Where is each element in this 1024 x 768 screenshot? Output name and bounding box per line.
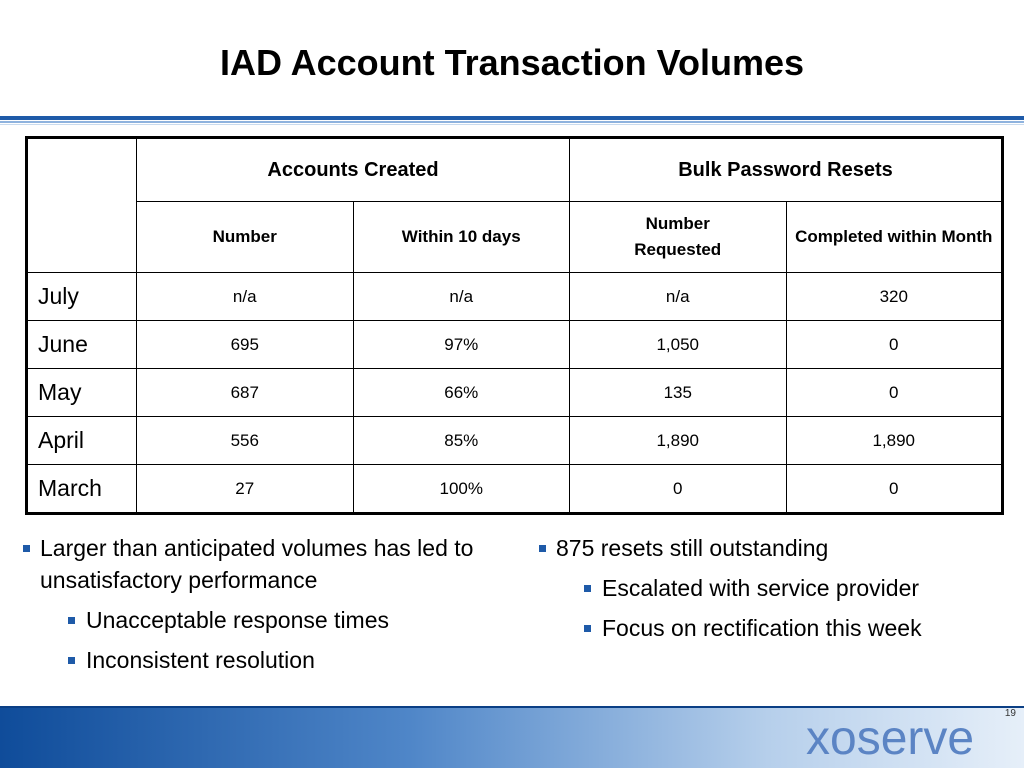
bullets-right: 875 resets still outstanding Escalated w… — [524, 532, 1024, 644]
slide-title: IAD Account Transaction Volumes — [219, 42, 805, 83]
table-cell: 0 — [785, 320, 1003, 369]
square-bullet-icon — [23, 545, 30, 552]
square-bullet-icon — [68, 657, 75, 664]
table-cell: 66% — [352, 368, 570, 417]
month-cell: April — [26, 416, 137, 465]
month-cell: July — [26, 272, 137, 321]
month-cell: June — [26, 320, 137, 369]
square-bullet-icon — [584, 585, 591, 592]
logo-text: xoserve — [806, 712, 974, 762]
group-header-row: Accounts Created Bulk Password Resets — [26, 137, 1003, 273]
sub-header-row: Number Within 10 days Number Requested C… — [27, 201, 1003, 273]
table-cell: n/a — [352, 272, 570, 321]
bullet-text: Inconsistent resolution — [86, 647, 315, 673]
table-row: May 687 66% 135 0 — [26, 368, 1003, 417]
table-row: July n/a n/a n/a 320 — [26, 272, 1003, 321]
sub-bullet-item: Escalated with service provider — [524, 572, 1024, 604]
table-cell: 1,890 — [569, 416, 787, 465]
table-cell: 1,890 — [785, 416, 1003, 465]
footer-band — [0, 706, 1024, 768]
table-cell: 97% — [352, 320, 570, 369]
table-cell: 135 — [569, 368, 787, 417]
bullets-left: Larger than anticipated volumes has led … — [8, 532, 518, 676]
table-cell: n/a — [136, 272, 354, 321]
header-number-requested: Number Requested — [569, 201, 787, 273]
xoserve-logo: xoserve — [806, 712, 974, 762]
bullet-text: Unacceptable response times — [86, 607, 389, 633]
table-cell: 0 — [569, 464, 787, 514]
table-row: April 556 85% 1,890 1,890 — [26, 416, 1003, 465]
bullet-text: Larger than anticipated volumes has led … — [40, 535, 474, 593]
table-cell: 687 — [136, 368, 354, 417]
table-cell: 1,050 — [569, 320, 787, 369]
header-rule — [0, 116, 1024, 128]
table-cell: 27 — [136, 464, 354, 514]
table-row: June 695 97% 1,050 0 — [26, 320, 1003, 369]
square-bullet-icon — [539, 545, 546, 552]
bullet-item: 875 resets still outstanding — [524, 532, 1024, 564]
table-cell: 0 — [785, 464, 1003, 514]
bullet-text: 875 resets still outstanding — [556, 535, 829, 561]
header-within-10-days: Within 10 days — [352, 201, 570, 273]
sub-bullet-item: Inconsistent resolution — [8, 644, 518, 676]
table-cell: 556 — [136, 416, 354, 465]
square-bullet-icon — [584, 625, 591, 632]
header-completed-within-month: Completed within Month — [785, 201, 1003, 273]
header-number-requested-label: Number Requested — [634, 214, 722, 259]
bullet-item: Larger than anticipated volumes has led … — [8, 532, 518, 596]
month-cell: May — [26, 368, 137, 417]
table-row: March 27 100% 0 0 — [26, 464, 1003, 514]
sub-bullet-item: Unacceptable response times — [8, 604, 518, 636]
month-cell: March — [26, 464, 137, 514]
table-cell: n/a — [569, 272, 787, 321]
corner-cell — [26, 137, 137, 273]
table-cell: 85% — [352, 416, 570, 465]
page-number: 19 — [1004, 708, 1016, 719]
bullet-text: Escalated with service provider — [602, 575, 920, 601]
header-number: Number — [136, 201, 354, 273]
table-cell: 320 — [785, 272, 1003, 321]
table-cell: 100% — [352, 464, 570, 514]
square-bullet-icon — [68, 617, 75, 624]
header-completed-label: Completed within Month — [795, 227, 993, 246]
table-cell: 695 — [136, 320, 354, 369]
bullet-text: Focus on rectification this week — [602, 615, 922, 641]
transaction-volumes-table: Accounts Created Bulk Password Resets Nu… — [25, 136, 1004, 515]
header-bulk-password-resets: Bulk Password Resets — [569, 137, 1003, 202]
table-cell: 0 — [785, 368, 1003, 417]
header-accounts-created: Accounts Created — [136, 137, 570, 202]
sub-bullet-item: Focus on rectification this week — [524, 612, 1024, 644]
